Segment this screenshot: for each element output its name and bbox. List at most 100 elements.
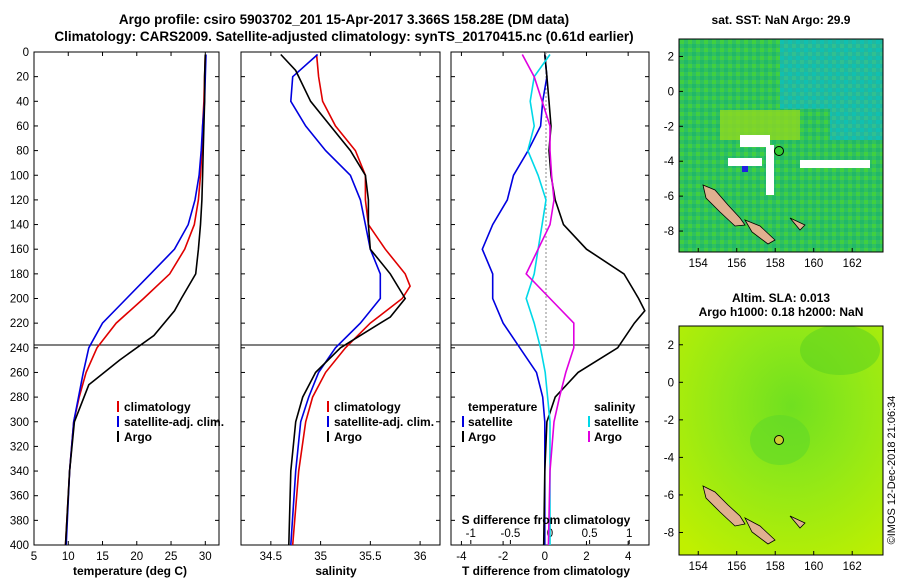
map-y-tick-label: -4 (664, 452, 675, 464)
map-y-tick-label: 0 (668, 377, 674, 389)
sst-map-axes: 154 156 158 160 162 2 0 -2 -4 -6 -8 (664, 51, 862, 270)
series-line-argo (280, 53, 407, 545)
map-y-tick-label: -2 (664, 415, 674, 427)
difference-plot-frame (450, 51, 650, 346)
depth-tick-label: 260 (10, 367, 29, 379)
depth-tick-label: 140 (10, 220, 29, 232)
legend-title-temperature: temperature (468, 400, 538, 414)
legend-label-satellite: satellite-adj. clim. (124, 415, 224, 429)
depth-tick-label: 80 (16, 146, 29, 158)
sla-map-title1: Altim. SLA: 0.013 (732, 291, 830, 305)
series-line-climatology (64, 54, 207, 545)
depth-tick-label: 300 (10, 417, 29, 429)
depth-tick-label: 380 (10, 515, 29, 527)
difference-xlabel: T difference from climatology (462, 564, 630, 578)
legend-title-salinity: salinity (594, 400, 636, 414)
map-x-tick-label: 158 (766, 561, 785, 573)
map-x-tick-label: 162 (843, 258, 862, 270)
series-line-satellite-adj-clim- (289, 53, 382, 545)
x-tick-label: 30 (199, 551, 212, 563)
map-y-tick-label: 2 (668, 340, 674, 352)
map-x-tick-label: 154 (689, 258, 709, 270)
sla-map (679, 326, 883, 555)
map-x-tick-label: 160 (804, 258, 823, 270)
x-tick-label: 34.5 (260, 551, 282, 563)
map-y-tick-label: -2 (664, 121, 674, 133)
series-line-climatology (291, 54, 411, 545)
difference-series (481, 54, 646, 545)
series-line-t-argo (542, 54, 646, 545)
depth-tick-label: 0 (23, 47, 29, 59)
x-tick-label: 10 (62, 551, 75, 563)
sst-map-title: sat. SST: NaN Argo: 29.9 (712, 13, 851, 27)
salinity-xlabel: salinity (315, 564, 357, 578)
difference-xlabel-top: S difference from climatology (462, 513, 631, 527)
depth-tick-label: 400 (10, 540, 29, 552)
x-tick-label: -2 (498, 551, 508, 563)
map-y-tick-label: -6 (664, 490, 674, 502)
island-landmass (789, 217, 806, 231)
temperature-series (64, 54, 207, 545)
depth-tick-label: 120 (10, 195, 29, 207)
sst-warm-region (830, 100, 883, 140)
legend-label-climatology: climatology (334, 400, 401, 414)
island-landmass (744, 517, 776, 545)
map-y-tick-label: 2 (668, 51, 674, 63)
legend-label-satellite: satellite-adj. clim. (334, 415, 434, 429)
temperature-xlabel: temperature (deg C) (73, 564, 187, 578)
map-x-tick-label: 158 (766, 258, 785, 270)
island-landmass (702, 184, 746, 227)
legend-label-t-argo: Argo (468, 430, 496, 444)
legend-label-s-argo: Argo (594, 430, 622, 444)
x-tick-label: 2 (583, 551, 589, 563)
legend-label-argo: Argo (334, 430, 362, 444)
difference-x-axis: -4 -2 0 2 4 (456, 52, 632, 563)
map-y-tick-label: -8 (664, 226, 674, 238)
x-tick-label: 20 (130, 551, 143, 563)
x-tick-label: -1 (466, 528, 476, 540)
series-line-argo (64, 54, 207, 545)
salinity-legend: climatology satellite-adj. clim. Argo (327, 400, 434, 444)
x-tick-label: -0.5 (500, 528, 520, 540)
depth-tick-label: 60 (16, 121, 29, 133)
map-y-tick-label: 0 (668, 86, 674, 98)
depth-tick-label: 360 (10, 491, 29, 503)
difference-legend-salinity: salinity satellite Argo (588, 400, 639, 444)
depth-tick-label: 340 (10, 466, 29, 478)
x-tick-label: 36 (414, 551, 427, 563)
x-tick-label: 0 (542, 551, 548, 563)
island-landmass (789, 515, 806, 529)
series-line-s-argo (521, 54, 575, 545)
depth-tick-label: 280 (10, 392, 29, 404)
sst-map (679, 39, 883, 252)
imos-credit: ©IMOS 12-Dec-2018 21:06:34 (886, 396, 898, 545)
x-tick-label: 0.5 (582, 528, 598, 540)
depth-tick-label: 20 (16, 72, 29, 84)
depth-tick-label: 40 (16, 96, 29, 108)
sst-missing-data (800, 160, 870, 168)
sst-cold-pixel (742, 166, 748, 172)
depth-tick-label: 200 (10, 294, 29, 306)
map-x-tick-label: 156 (727, 561, 746, 573)
temperature-legend: climatology satellite-adj. clim. Argo (117, 400, 224, 444)
x-tick-label: 35.5 (359, 551, 381, 563)
temperature-plot-frame (33, 51, 220, 346)
salinity-x-axis: 34.5 35 35.5 36 (260, 52, 427, 563)
depth-tick-label: 160 (10, 244, 29, 256)
sla-map-title2: Argo h1000: 0.18 h2000: NaN (699, 305, 864, 319)
legend-label-t-satellite: satellite (468, 415, 513, 429)
x-tick-label: 5 (31, 551, 37, 563)
depth-axis: 0 20 40 60 80 100 120 140 160 180 200 220 240 260 280 3… (10, 47, 650, 552)
map-x-tick-label: 160 (804, 561, 823, 573)
figure-title-line2: Climatology: CARS2009. Satellite-adjuste… (54, 29, 633, 44)
series-line-s-satellite (525, 54, 551, 545)
x-tick-label: 15 (96, 551, 109, 563)
salinity-plot-frame (240, 51, 441, 346)
panel-border (33, 51, 220, 546)
sst-map-frame (678, 38, 884, 253)
panel-border (240, 51, 441, 546)
island-landmass (744, 219, 776, 245)
series-line-satellite-adj-clim- (65, 54, 207, 545)
depth-tick-label: 240 (10, 343, 29, 355)
